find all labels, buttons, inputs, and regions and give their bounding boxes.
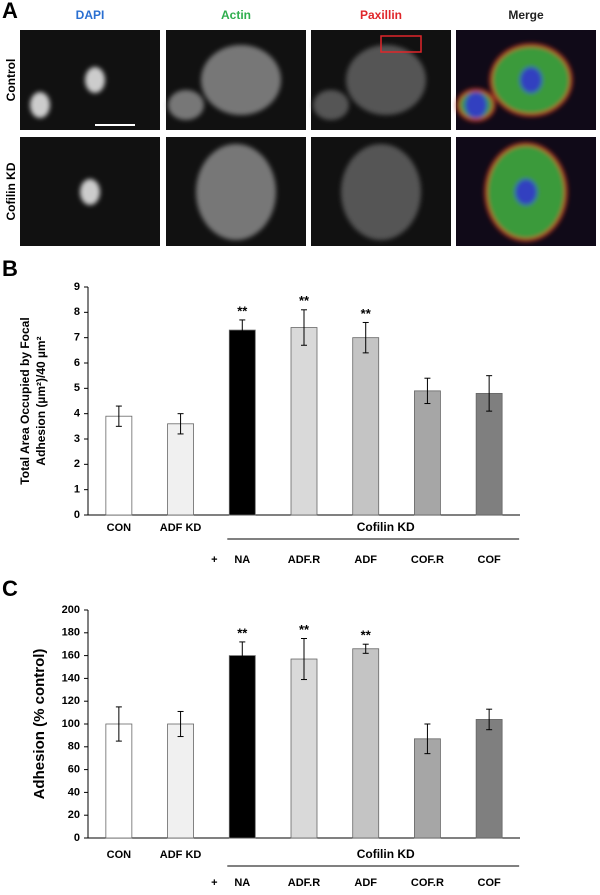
zoom-box [380, 35, 422, 53]
cell-body [201, 45, 281, 115]
cell-body [346, 45, 426, 115]
x-tick-label: COF.R [411, 554, 444, 566]
bar [475, 392, 503, 516]
nucleus [30, 92, 50, 118]
y-axis-label: Adhesion (µm²)/40 µm² [34, 336, 48, 465]
y-tick-label: 140 [62, 672, 80, 684]
x-tick-label: ADF.R [288, 554, 320, 566]
group-prefix: + [211, 554, 217, 566]
panel-label: B [2, 256, 18, 281]
significance: ** [361, 306, 372, 321]
y-tick-label: 60 [68, 764, 80, 776]
x-tick-label: NA [234, 554, 250, 566]
panel-label: A [2, 0, 18, 23]
column-header: Actin [221, 8, 251, 22]
y-tick-label: 6 [74, 357, 80, 369]
cell-image [196, 144, 276, 240]
cell-body [313, 90, 349, 120]
column-header: DAPI [76, 8, 105, 22]
y-tick-label: 0 [74, 832, 80, 844]
row-header: Control [4, 59, 18, 102]
y-tick-label: 180 [62, 627, 80, 639]
group-label: Cofilin KD [357, 847, 415, 861]
significance: ** [237, 303, 248, 318]
cell-image [80, 179, 100, 205]
cell-body [341, 144, 421, 240]
y-axis-label: Adhesion (% control) [31, 649, 48, 800]
bar [105, 723, 133, 839]
cell-body [168, 90, 204, 120]
column-header: Merge [508, 8, 544, 22]
y-tick-label: 160 [62, 650, 80, 662]
cell-edge [484, 142, 568, 242]
cell-edge [456, 88, 496, 122]
significance: ** [299, 293, 310, 308]
group-prefix: + [211, 877, 217, 889]
cell-image [30, 67, 105, 118]
cell-image [341, 144, 421, 240]
y-tick-label: 1 [74, 484, 80, 496]
y-tick-label: 3 [74, 433, 80, 445]
x-tick-label: ADF KD [160, 522, 202, 534]
cell-image [456, 43, 573, 122]
y-tick-label: 2 [74, 458, 80, 470]
nucleus [520, 67, 542, 93]
cell-body [196, 144, 276, 240]
y-tick-label: 5 [74, 382, 80, 394]
y-tick-label: 7 [74, 332, 80, 344]
bar [167, 723, 194, 839]
y-tick-label: 9 [74, 281, 80, 293]
x-tick-label: ADF KD [160, 849, 202, 861]
x-tick-label: ADF [354, 554, 377, 566]
y-tick-label: 0 [74, 509, 80, 521]
x-tick-label: COF.R [411, 877, 444, 889]
group-label: Cofilin KD [357, 520, 415, 534]
bar [228, 329, 256, 516]
y-tick-label: 80 [68, 741, 80, 753]
x-tick-label: CON [107, 849, 132, 861]
row-header: Cofilin KD [4, 162, 18, 220]
x-tick-label: NA [234, 877, 250, 889]
x-tick-label: ADF [354, 877, 377, 889]
bar [414, 738, 441, 839]
significance: ** [237, 625, 248, 640]
y-tick-label: 120 [62, 695, 80, 707]
significance: ** [361, 628, 372, 643]
y-tick-label: 20 [68, 809, 80, 821]
bar [475, 719, 503, 839]
x-tick-label: COF [478, 877, 502, 889]
cell-image [168, 45, 281, 120]
panel-label: C [2, 576, 18, 601]
x-tick-label: COF [478, 554, 502, 566]
y-axis-label: Total Area Occupied by Focal [18, 317, 32, 484]
y-tick-label: 100 [62, 718, 80, 730]
bar [414, 390, 441, 516]
y-tick-label: 8 [74, 306, 80, 318]
x-tick-label: ADF.R [288, 877, 320, 889]
bar [290, 658, 318, 839]
bar [290, 327, 318, 516]
bar [352, 337, 380, 516]
nucleus [80, 179, 100, 205]
y-tick-label: 40 [68, 786, 80, 798]
nucleus [465, 92, 487, 118]
bar [228, 655, 256, 839]
cell-image [313, 45, 426, 120]
x-tick-label: CON [107, 522, 132, 534]
y-tick-label: 4 [74, 408, 81, 420]
bar [105, 415, 133, 516]
bar [167, 423, 194, 516]
significance: ** [299, 622, 310, 637]
y-tick-label: 200 [62, 604, 80, 616]
column-header: Paxillin [360, 8, 402, 22]
nucleus [85, 67, 105, 93]
cell-image [484, 142, 568, 242]
bar [352, 648, 380, 839]
cell-edge [489, 43, 573, 117]
nucleus [515, 179, 537, 205]
